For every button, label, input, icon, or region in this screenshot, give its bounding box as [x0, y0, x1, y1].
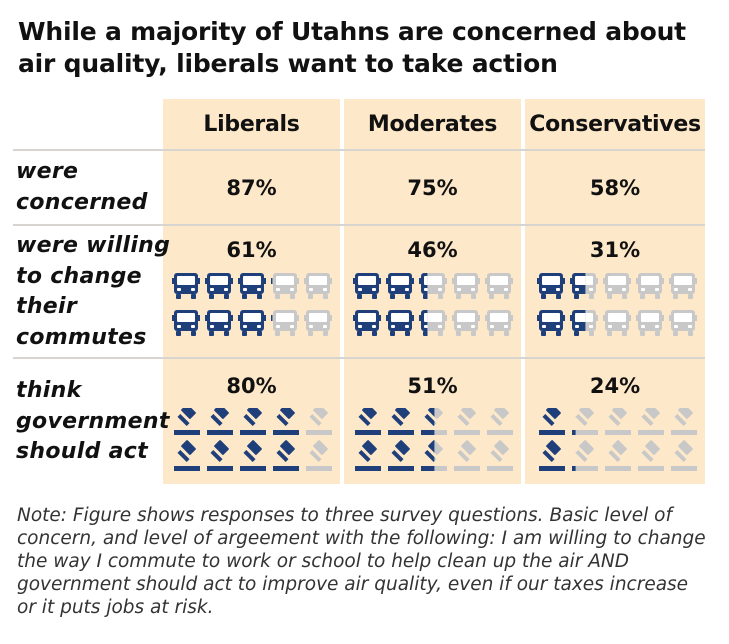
gavel-icon	[306, 408, 332, 435]
pct-commute-conservatives: 31%	[589, 238, 641, 262]
row-label-concerned: were concerned	[16, 157, 148, 218]
gavel-icon	[454, 440, 480, 471]
gavel-icon	[671, 440, 697, 471]
row-label-line: think	[16, 378, 82, 403]
column-header-liberals: Liberals	[203, 112, 300, 137]
footnote: Note: Figure shows responses to three su…	[17, 505, 706, 618]
bus-icon	[603, 310, 631, 336]
bus-icon	[452, 310, 480, 336]
gavel-icon	[487, 440, 513, 471]
row-label-line: should act	[16, 439, 148, 464]
gavel-icon	[605, 408, 631, 435]
bus-icon	[603, 273, 631, 299]
bus-icon	[238, 310, 266, 336]
gavel-icon-grid-moderates	[355, 408, 513, 471]
bus-icon	[386, 310, 414, 336]
row-label-commute: were willing to change their commutes	[16, 231, 170, 353]
gavel-icon	[487, 408, 513, 435]
gavel-icon	[388, 408, 414, 435]
gavel-icon	[421, 408, 447, 435]
bus-icon	[537, 310, 565, 336]
gavel-icon	[421, 440, 447, 471]
bus-icon	[172, 273, 200, 299]
bus-icon	[353, 310, 381, 336]
pct-concerned-moderates: 75%	[407, 176, 458, 200]
gavel-icon	[671, 408, 697, 435]
gavel-icon	[273, 440, 299, 471]
bus-icon	[419, 310, 447, 336]
gavel-icon	[539, 440, 565, 471]
row-label-line: government	[16, 408, 170, 434]
gavel-icon	[638, 408, 664, 435]
bus-icon	[238, 273, 266, 299]
row-label-line: to change	[16, 263, 142, 289]
row-label-line: concerned	[16, 189, 148, 215]
gavel-icon	[207, 440, 233, 471]
bus-icon-grid-conservatives	[537, 273, 697, 336]
gavel-icon-grid-liberals	[174, 408, 332, 471]
pct-concerned-liberals: 87%	[226, 176, 277, 200]
gavel-icon	[539, 408, 565, 435]
bus-icon	[669, 273, 697, 299]
pct-government-conservatives: 24%	[589, 374, 641, 398]
bus-icon	[304, 310, 332, 336]
bus-icon-grid-moderates	[353, 273, 513, 336]
bus-icon	[636, 273, 664, 299]
bus-icon	[353, 273, 381, 299]
gavel-icon	[207, 408, 233, 435]
gavel-icon	[240, 440, 266, 471]
bus-icon	[636, 310, 664, 336]
gavel-icon	[605, 440, 631, 471]
gavel-icon	[638, 440, 664, 471]
bus-icon	[485, 273, 513, 299]
gavel-icon	[454, 408, 480, 435]
gavel-icon	[306, 440, 332, 471]
row-label-government: think government should act	[16, 376, 170, 468]
row-label-line: were willing	[16, 233, 171, 258]
gavel-icon	[572, 440, 598, 471]
bus-icon	[172, 310, 200, 336]
pct-concerned-conservatives: 58%	[589, 176, 641, 200]
bus-icon	[205, 310, 233, 336]
gavel-icon	[174, 440, 200, 471]
column-header-moderates: Moderates	[367, 112, 498, 137]
pct-commute-moderates: 46%	[407, 238, 458, 262]
gavel-icon	[355, 408, 381, 435]
bus-icon	[205, 273, 233, 299]
column-header-conservatives: Conservatives	[529, 112, 701, 137]
row-label-line: were	[16, 159, 79, 184]
gavel-icon	[174, 408, 200, 435]
gavel-icon	[240, 408, 266, 435]
bus-icon	[271, 310, 299, 336]
bus-icon	[271, 273, 299, 299]
pct-government-liberals: 80%	[226, 374, 277, 398]
bus-icon	[452, 273, 480, 299]
bus-icon	[537, 273, 565, 299]
bus-icon	[419, 273, 447, 299]
bus-icon-grid-liberals	[172, 273, 332, 336]
pct-commute-liberals: 61%	[226, 238, 277, 262]
bus-icon	[669, 310, 697, 336]
row-divider	[13, 149, 705, 151]
gavel-icon	[355, 440, 381, 471]
bus-icon	[386, 273, 414, 299]
bus-icon	[570, 310, 598, 336]
row-label-line: commutes	[16, 324, 147, 350]
bus-icon	[485, 310, 513, 336]
row-label-line: their	[16, 294, 77, 319]
row-divider	[13, 224, 705, 226]
gavel-icon	[572, 408, 598, 435]
pct-government-moderates: 51%	[407, 374, 458, 398]
gavel-icon-grid-conservatives	[539, 408, 697, 471]
bus-icon	[304, 273, 332, 299]
row-divider	[13, 357, 705, 359]
gavel-icon	[388, 440, 414, 471]
gavel-icon	[273, 408, 299, 435]
bus-icon	[570, 273, 598, 299]
chart-title: While a majority of Utahns are concerned…	[18, 17, 686, 78]
